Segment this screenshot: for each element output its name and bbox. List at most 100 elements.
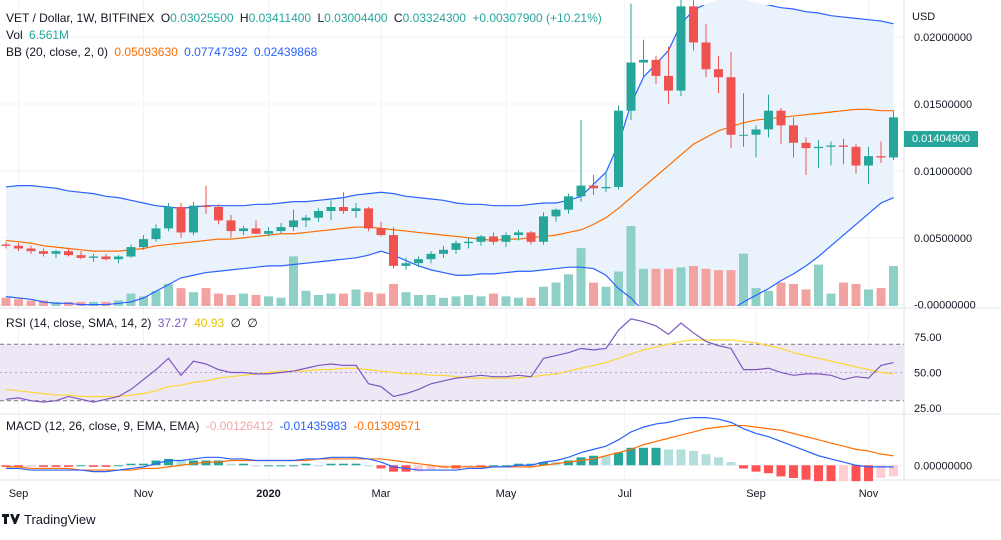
volume-bar bbox=[689, 266, 698, 306]
macd-signal-line bbox=[6, 424, 894, 471]
macd-hist-value: -0.00126412 bbox=[205, 419, 274, 433]
volume-bar bbox=[151, 290, 161, 306]
macd-label[interactable]: MACD (12, 26, close, 9, EMA, EMA) bbox=[6, 419, 200, 433]
macd-hist-bar bbox=[526, 463, 536, 466]
close-label: C bbox=[393, 11, 403, 25]
volume-bar bbox=[801, 289, 811, 306]
candle-body bbox=[14, 245, 23, 249]
candle-body bbox=[401, 263, 411, 266]
macd-tick-label: 0.00000000 bbox=[914, 460, 972, 472]
macd-hist-bar bbox=[601, 455, 611, 466]
low-value: 0.03004400 bbox=[324, 11, 388, 25]
volume-label[interactable]: Vol bbox=[6, 28, 23, 42]
volume-bar bbox=[64, 301, 73, 306]
candle-body bbox=[76, 255, 86, 258]
candle-body bbox=[314, 211, 323, 218]
candle-body bbox=[564, 196, 573, 210]
macd-hist-bar bbox=[751, 465, 761, 472]
candle-body bbox=[514, 232, 523, 236]
candle-body bbox=[426, 253, 436, 260]
macd-value: -0.01435983 bbox=[279, 419, 347, 433]
volume-value: 6.561M bbox=[29, 28, 70, 42]
macd-hist-bar bbox=[714, 457, 723, 466]
candle-body bbox=[789, 125, 798, 143]
price-tick-label: 0.01000000 bbox=[914, 166, 972, 178]
volume-bar bbox=[651, 268, 661, 306]
macd-legend: MACD (12, 26, close, 9, EMA, EMA) -0.001… bbox=[6, 418, 424, 434]
time-tick-label: Sep bbox=[746, 488, 766, 500]
close-value: 0.03324300 bbox=[402, 11, 466, 25]
symbol-label[interactable]: VET / Dollar, 1W, BITFINEX bbox=[6, 11, 155, 25]
macd-hist-bar bbox=[489, 465, 498, 467]
volume-bar bbox=[226, 294, 236, 306]
bb-upper-value: 0.07747392 bbox=[184, 45, 248, 59]
rsi-empty-2: ∅ bbox=[247, 316, 258, 330]
tradingview-brand[interactable]: TradingView bbox=[2, 512, 96, 527]
macd-hist-bar bbox=[864, 465, 873, 482]
volume-bar bbox=[676, 267, 686, 306]
volume-bar bbox=[51, 301, 61, 306]
macd-hist-bar bbox=[589, 455, 598, 466]
volume-bar bbox=[251, 294, 261, 306]
volume-bar bbox=[526, 297, 536, 306]
candle-body bbox=[776, 110, 786, 126]
volume-bar bbox=[576, 248, 586, 306]
macd-hist-bar bbox=[376, 465, 386, 469]
bb-basis-value: 0.05093630 bbox=[114, 45, 178, 59]
volume-bar bbox=[564, 274, 573, 306]
volume-bar bbox=[101, 301, 111, 306]
macd-hist-bar bbox=[426, 465, 436, 471]
macd-hist-bar bbox=[726, 462, 736, 466]
candle-body bbox=[176, 207, 186, 233]
candle-body bbox=[526, 232, 536, 242]
candle-body bbox=[726, 77, 736, 135]
candle-body bbox=[851, 146, 861, 166]
rsi-legend: RSI (14, close, SMA, 14, 2) 37.27 40.93 … bbox=[6, 315, 261, 331]
candle-body bbox=[439, 249, 448, 254]
volume-bar bbox=[776, 282, 786, 306]
rsi-label[interactable]: RSI (14, close, SMA, 14, 2) bbox=[6, 316, 152, 330]
macd-hist-bar bbox=[889, 465, 898, 477]
candle-body bbox=[201, 205, 211, 208]
candle-body bbox=[351, 208, 361, 212]
volume-bar bbox=[139, 296, 148, 306]
open-label: O bbox=[160, 11, 171, 25]
candle-body bbox=[64, 251, 73, 256]
macd-hist-bar bbox=[239, 463, 248, 466]
macd-hist-bar bbox=[176, 460, 186, 466]
candle-body bbox=[126, 247, 136, 257]
rsi-empty-1: ∅ bbox=[230, 316, 241, 330]
volume-bar bbox=[826, 293, 836, 306]
candle-body bbox=[601, 186, 611, 189]
price-tick-label: 0.02000000 bbox=[914, 32, 972, 44]
macd-hist-bar bbox=[1, 465, 11, 467]
candle-body bbox=[51, 251, 61, 254]
macd-hist-bar bbox=[326, 463, 336, 466]
volume-bar bbox=[451, 296, 461, 306]
candle-body bbox=[751, 129, 761, 135]
volume-bar bbox=[714, 270, 723, 306]
macd-hist-bar bbox=[276, 465, 286, 467]
macd-hist-bar bbox=[539, 462, 548, 466]
candle-body bbox=[651, 59, 661, 76]
macd-hist-bar bbox=[126, 463, 136, 466]
last-price-tag: 0.01404900 bbox=[904, 131, 978, 147]
macd-hist-bar bbox=[651, 447, 661, 466]
bb-basis-line bbox=[5, 108, 894, 252]
volume-bar bbox=[814, 264, 823, 306]
volume-bar bbox=[264, 296, 273, 306]
candle-body bbox=[676, 6, 686, 91]
volume-bar bbox=[401, 292, 411, 306]
currency-label[interactable]: USD bbox=[912, 11, 936, 23]
macd-hist-bar bbox=[26, 465, 36, 467]
macd-hist-bar bbox=[826, 465, 836, 482]
time-tick-label: Nov bbox=[134, 488, 154, 500]
bb-label[interactable]: BB (20, close, 2, 0) bbox=[6, 45, 109, 59]
macd-signal-value: -0.01309571 bbox=[353, 419, 421, 433]
macd-hist-bar bbox=[764, 465, 773, 474]
candle-body bbox=[276, 227, 286, 232]
candle-body bbox=[464, 241, 473, 244]
volume-bar bbox=[876, 288, 886, 306]
time-tick-label: May bbox=[496, 488, 517, 500]
